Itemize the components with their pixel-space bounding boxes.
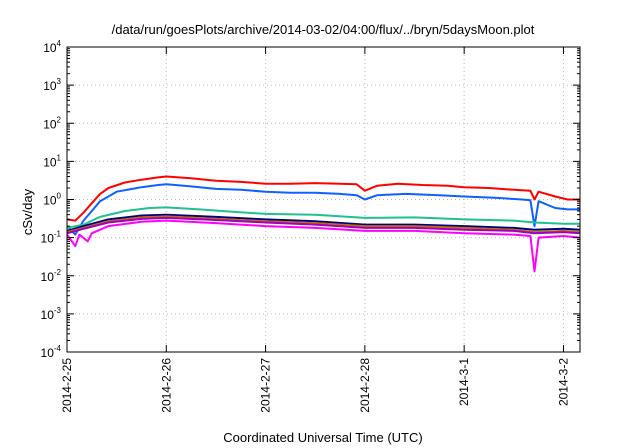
series-line-1 — [66, 175, 580, 222]
chart-title: /data/run/goesPlots/archive/2014-03-02/0… — [112, 22, 535, 37]
series-line-3 — [66, 206, 580, 229]
x-tick-label: 2014-2-28 — [358, 358, 372, 413]
ticks — [66, 46, 580, 353]
y-tick-label: 10-4 — [41, 344, 62, 360]
x-axis-label: Coordinated Universal Time (UTC) — [223, 430, 422, 445]
x-tick-label: 2014-2-26 — [159, 358, 173, 413]
x-tick-label: 2014-3-1 — [457, 358, 471, 406]
y-tick-label: 10-1 — [41, 230, 62, 246]
y-tick-label: 103 — [43, 77, 61, 93]
grid — [67, 47, 580, 352]
x-tick-label: 2014-2-25 — [60, 358, 74, 413]
series-line-5 — [66, 215, 581, 234]
y-tick-label: 104 — [43, 39, 61, 55]
series-line-7 — [66, 219, 581, 273]
x-tick-labels: 2014-2-25 2014-2-26 2014-2-27 2014-2-28 2014… — [60, 358, 570, 413]
x-tick-label: 2014-2-27 — [259, 358, 273, 413]
y-tick-label: 102 — [43, 115, 61, 131]
series-line-2 — [66, 183, 580, 236]
y-tick-label: 100 — [43, 192, 61, 208]
x-tick-label: 2014-3-2 — [556, 358, 570, 406]
series-layer — [66, 175, 581, 273]
y-tick-label: 101 — [43, 153, 61, 169]
y-tick-labels: 10-4 10-3 10-2 10-1 100 101 102 103 104 — [41, 39, 62, 360]
y-tick-label: 10-2 — [41, 268, 62, 284]
y-tick-label: 10-3 — [41, 306, 62, 322]
y-axis-label: cSv/day — [20, 188, 35, 235]
series-line-4 — [66, 213, 581, 232]
series-line-6 — [66, 216, 581, 235]
